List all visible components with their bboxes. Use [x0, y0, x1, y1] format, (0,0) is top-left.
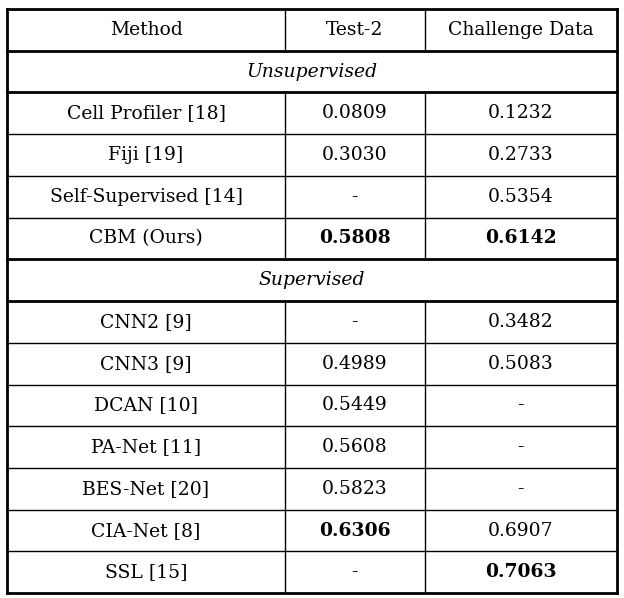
- Text: 0.5354: 0.5354: [488, 188, 553, 206]
- Text: 0.7063: 0.7063: [485, 563, 557, 581]
- Text: 0.5608: 0.5608: [322, 438, 388, 456]
- Text: Test-2: Test-2: [326, 21, 383, 39]
- Text: -: -: [351, 313, 358, 331]
- Text: 0.5449: 0.5449: [322, 396, 388, 414]
- Text: Unsupervised: Unsupervised: [246, 63, 378, 81]
- Text: CNN3 [9]: CNN3 [9]: [100, 355, 192, 373]
- Text: 0.2733: 0.2733: [488, 146, 553, 164]
- Text: 0.6142: 0.6142: [485, 230, 557, 248]
- Text: -: -: [351, 188, 358, 206]
- Text: -: -: [517, 396, 524, 414]
- Text: SSL [15]: SSL [15]: [105, 563, 187, 581]
- Text: 0.6306: 0.6306: [319, 521, 391, 539]
- Text: Supervised: Supervised: [259, 271, 365, 289]
- Text: 0.1232: 0.1232: [488, 104, 553, 123]
- Text: Method: Method: [110, 21, 182, 39]
- Text: PA-Net [11]: PA-Net [11]: [91, 438, 201, 456]
- Text: -: -: [351, 563, 358, 581]
- Text: 0.4989: 0.4989: [322, 355, 388, 373]
- Text: 0.0809: 0.0809: [322, 104, 388, 123]
- Text: Challenge Data: Challenge Data: [448, 21, 593, 39]
- Text: BES-Net [20]: BES-Net [20]: [82, 480, 210, 498]
- Text: DCAN [10]: DCAN [10]: [94, 396, 198, 414]
- Text: 0.5808: 0.5808: [319, 230, 391, 248]
- Text: 0.3030: 0.3030: [322, 146, 388, 164]
- Text: 0.3482: 0.3482: [488, 313, 553, 331]
- Text: Cell Profiler [18]: Cell Profiler [18]: [67, 104, 225, 123]
- Text: -: -: [517, 438, 524, 456]
- Text: 0.6907: 0.6907: [488, 521, 553, 539]
- Text: CIA-Net [8]: CIA-Net [8]: [91, 521, 201, 539]
- Text: CBM (Ours): CBM (Ours): [89, 230, 203, 248]
- Text: -: -: [517, 480, 524, 498]
- Text: Fiji [19]: Fiji [19]: [109, 146, 183, 164]
- Text: 0.5823: 0.5823: [322, 480, 388, 498]
- Text: CNN2 [9]: CNN2 [9]: [100, 313, 192, 331]
- Text: Self-Supervised [14]: Self-Supervised [14]: [49, 188, 243, 206]
- Text: 0.5083: 0.5083: [488, 355, 553, 373]
